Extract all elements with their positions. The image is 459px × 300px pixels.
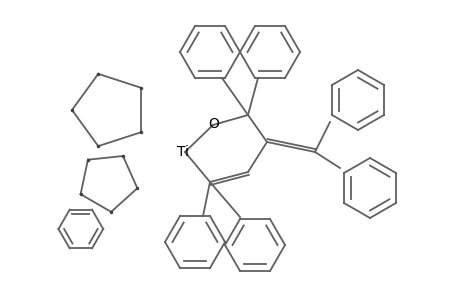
Text: O: O bbox=[208, 117, 219, 131]
Text: Ti: Ti bbox=[177, 145, 189, 159]
